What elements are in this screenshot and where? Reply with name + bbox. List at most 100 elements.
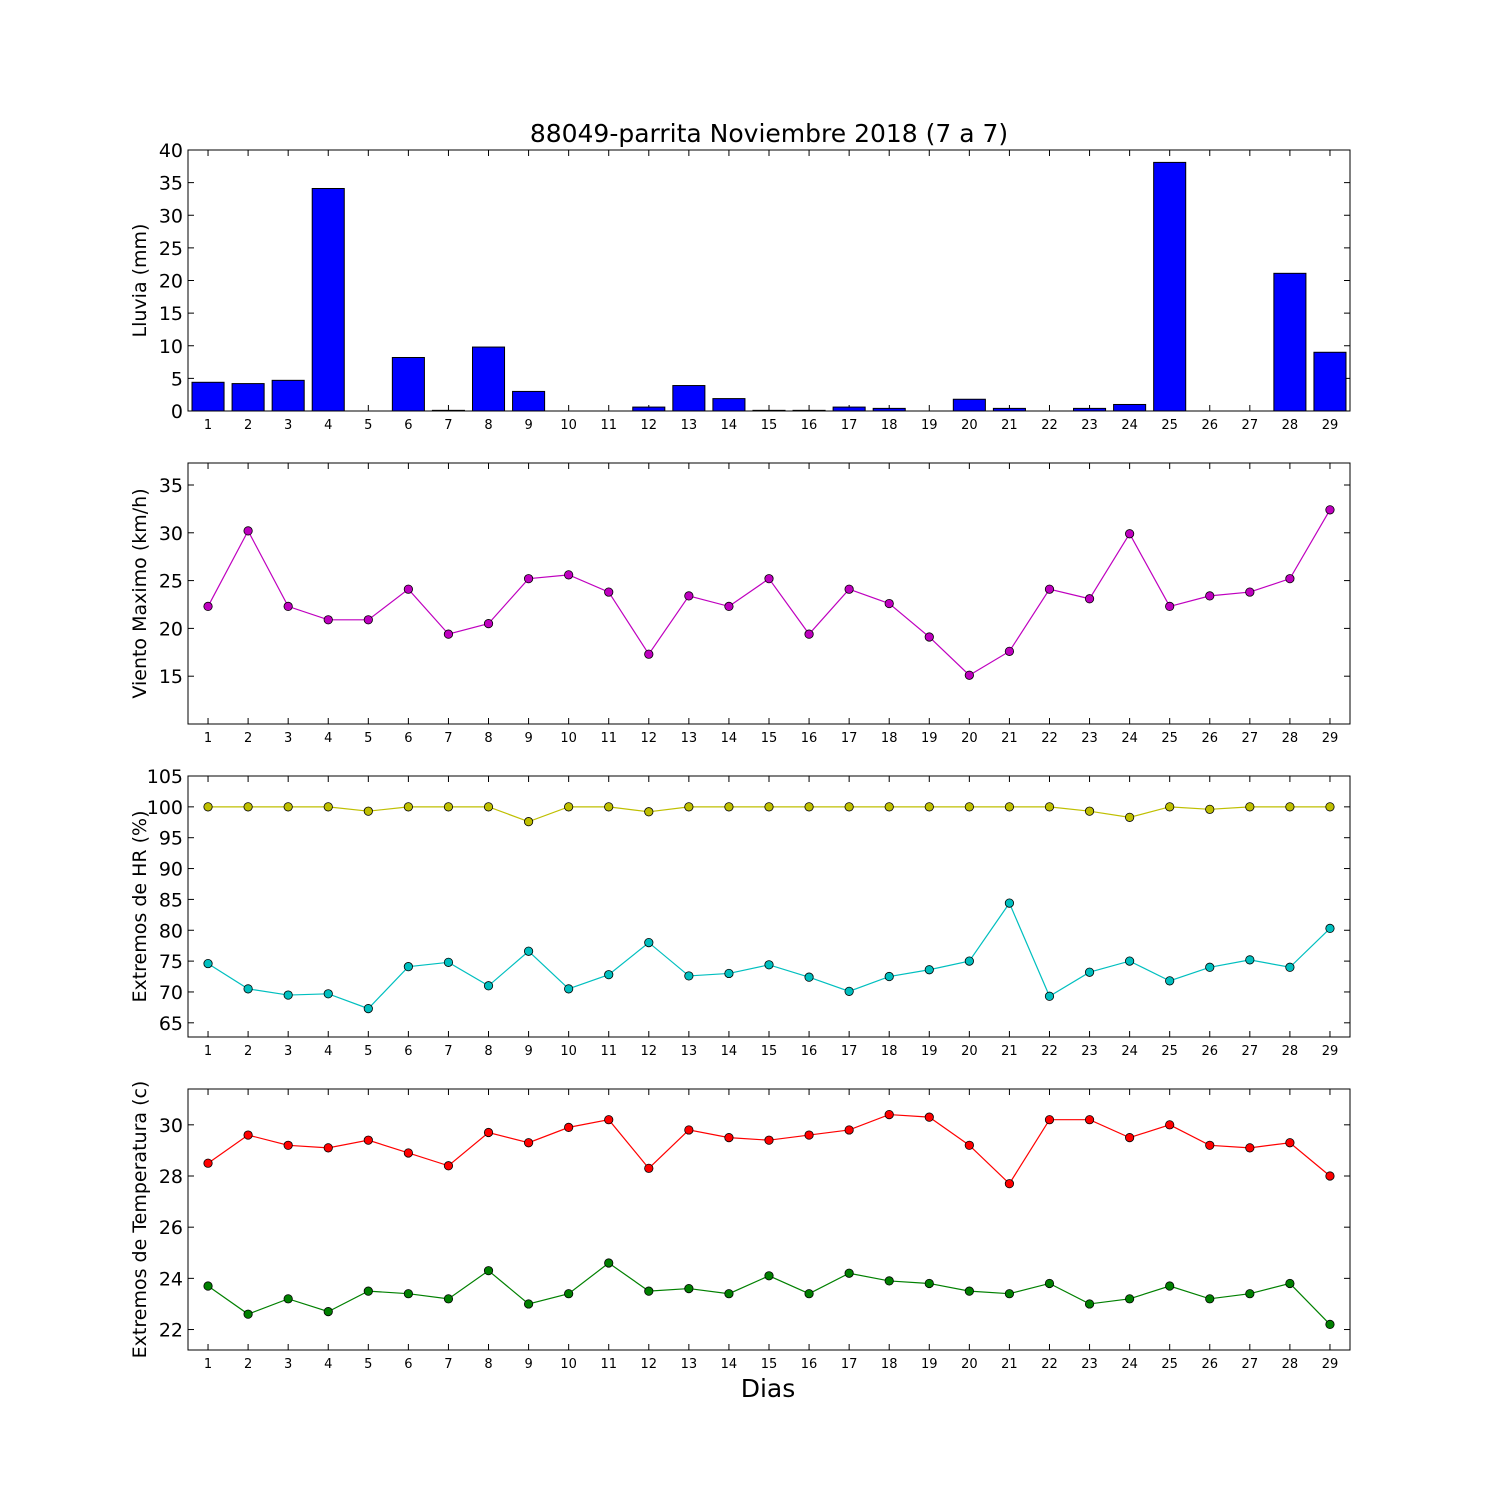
- humidity-x-tick-label: 3: [284, 1044, 292, 1059]
- humidity-y-tick-label: 70: [159, 982, 183, 1004]
- humidity-data-point: [1285, 802, 1295, 812]
- rain-x-tick-label: 24: [1121, 418, 1138, 433]
- rain-y-tick-label: 30: [159, 205, 183, 227]
- rain-y-tick-label: 0: [171, 401, 183, 423]
- wind-x-tick-label: 6: [404, 731, 412, 746]
- wind-data-point: [1245, 587, 1255, 597]
- rain-bar: [191, 381, 225, 412]
- temperature-data-point: [804, 1289, 814, 1299]
- wind-x-tick-label: 1: [204, 731, 212, 746]
- humidity-x-tick-label: 28: [1282, 1044, 1299, 1059]
- rain-bar: [992, 407, 1026, 412]
- humidity-data-point: [644, 937, 654, 948]
- rain-bar: [1153, 161, 1187, 412]
- x-axis-label: Dias: [741, 1374, 796, 1403]
- humidity-data-point: [483, 802, 494, 812]
- temperature-x-tick-label: 12: [641, 1357, 658, 1372]
- temperature-data-point: [724, 1289, 734, 1299]
- wind-x-tick-label: 24: [1121, 731, 1138, 746]
- wind-x-tick-label: 10: [560, 731, 577, 746]
- temperature-x-tick-label: 23: [1081, 1357, 1098, 1372]
- humidity-x-tick-label: 20: [961, 1044, 978, 1059]
- rain-bar: [632, 406, 666, 412]
- humidity-data-point: [684, 971, 694, 981]
- rain-y-tick-label: 5: [171, 368, 183, 390]
- temperature-x-tick-label: 9: [524, 1357, 532, 1372]
- rain-x-tick-label: 2: [244, 418, 252, 433]
- humidity-x-tick-label: 27: [1242, 1044, 1259, 1059]
- temperature-x-tick-label: 15: [761, 1357, 778, 1372]
- humidity-x-tick-label: 4: [324, 1044, 332, 1059]
- humidity-data-point: [1325, 802, 1335, 812]
- wind-data-point: [924, 632, 934, 642]
- humidity-y-axis-label: Extremos de HR (%): [129, 810, 151, 1002]
- rain-bar: [872, 407, 906, 412]
- temperature-data-point: [483, 1127, 494, 1138]
- temperature-x-tick-label: 24: [1121, 1357, 1138, 1372]
- humidity-x-tick-label: 10: [560, 1044, 577, 1059]
- humidity-data-point: [443, 802, 454, 812]
- temperature-x-tick-label: 10: [560, 1357, 577, 1372]
- humidity-data-point: [1084, 806, 1095, 816]
- humidity-data-point: [1205, 962, 1215, 972]
- temperature-data-point: [283, 1294, 293, 1304]
- wind-x-tick-label: 15: [761, 731, 778, 746]
- temperature-data-point: [443, 1294, 454, 1304]
- wind-data-point: [1165, 601, 1175, 612]
- temperature-data-point: [644, 1163, 654, 1173]
- temperature-data-point: [363, 1286, 373, 1296]
- temperature-data-point: [804, 1130, 814, 1140]
- temperature-x-tick-label: 16: [801, 1357, 818, 1372]
- temperature-x-tick-label: 2: [244, 1357, 252, 1372]
- humidity-data-point: [323, 989, 333, 999]
- temperature-y-tick-label: 28: [159, 1166, 183, 1188]
- humidity-x-tick-label: 23: [1081, 1044, 1098, 1059]
- humidity-x-tick-label: 9: [524, 1044, 532, 1059]
- rain-x-tick-label: 5: [364, 418, 372, 433]
- rain-x-tick-label: 18: [881, 418, 898, 433]
- wind-data-point: [283, 601, 293, 612]
- humidity-data-point: [243, 802, 253, 812]
- temperature-data-point: [844, 1125, 854, 1135]
- rain-x-tick-label: 6: [404, 418, 412, 433]
- rain-bar: [1273, 272, 1307, 412]
- temperature-data-point: [644, 1286, 654, 1296]
- humidity-x-tick-label: 1: [204, 1044, 212, 1059]
- wind-x-tick-label: 19: [921, 731, 938, 746]
- temperature-data-point: [1165, 1120, 1175, 1130]
- temperature-data-point: [604, 1115, 614, 1125]
- temperature-data-point: [1285, 1138, 1295, 1148]
- wind-y-tick-label: 30: [159, 523, 183, 545]
- humidity-x-tick-label: 25: [1161, 1044, 1178, 1059]
- humidity-y-tick-label: 105: [147, 766, 183, 788]
- wind-x-tick-label: 11: [600, 731, 617, 746]
- humidity-data-point: [1004, 802, 1015, 812]
- temperature-data-point: [1125, 1294, 1135, 1304]
- rain-y-tick-label: 40: [159, 140, 183, 162]
- temperature-x-tick-label: 14: [721, 1357, 738, 1372]
- wind-data-point: [1044, 584, 1055, 594]
- humidity-data-point: [604, 802, 614, 812]
- temperature-x-tick-label: 26: [1201, 1357, 1218, 1372]
- wind-data-point: [644, 649, 654, 659]
- rain-x-tick-label: 27: [1242, 418, 1259, 433]
- wind-data-point: [884, 598, 894, 609]
- wind-data-point: [323, 615, 333, 625]
- temperature-data-point: [1044, 1115, 1055, 1125]
- temperature-x-tick-label: 20: [961, 1357, 978, 1372]
- humidity-data-point: [644, 807, 654, 817]
- humidity-y-tick-label: 90: [159, 859, 183, 881]
- temperature-data-point: [764, 1271, 774, 1281]
- humidity-data-point: [363, 1004, 373, 1014]
- wind-data-point: [964, 670, 974, 680]
- temperature-data-point: [724, 1133, 734, 1143]
- humidity-x-tick-label: 18: [881, 1044, 898, 1059]
- humidity-data-point: [1084, 967, 1095, 977]
- wind-x-tick-label: 27: [1242, 731, 1259, 746]
- temperature-x-tick-label: 1: [204, 1357, 212, 1372]
- temperature-data-point: [243, 1309, 253, 1319]
- humidity-x-tick-label: 21: [1001, 1044, 1018, 1059]
- humidity-x-tick-label: 17: [841, 1044, 858, 1059]
- rain-bar: [271, 379, 305, 412]
- rain-y-tick-label: 20: [159, 271, 183, 293]
